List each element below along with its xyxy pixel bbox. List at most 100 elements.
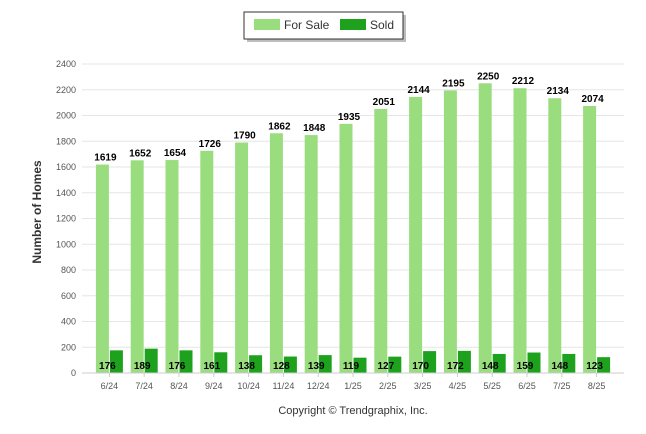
bar-for-sale bbox=[95, 164, 109, 373]
bar-sold bbox=[318, 355, 332, 373]
gridlines bbox=[82, 63, 624, 348]
y-tick-label: 0 bbox=[71, 368, 76, 378]
data-label-sold: 159 bbox=[517, 361, 534, 372]
x-tick-label: 4/25 bbox=[449, 381, 467, 391]
data-label-sold: 176 bbox=[99, 361, 116, 372]
x-tick-label: 7/24 bbox=[135, 381, 153, 391]
bar-for-sale bbox=[235, 142, 249, 373]
data-label-sold: 176 bbox=[169, 361, 186, 372]
y-tick-label: 1600 bbox=[56, 162, 76, 172]
data-label-for-sale: 1862 bbox=[268, 121, 291, 132]
x-axis-ticks: 6/24 7/24 8/24 9/24 10/24 11/24 12/24 1/25 2/25 3… bbox=[101, 373, 606, 391]
data-label-for-sale: 2144 bbox=[407, 85, 430, 96]
x-tick-label: 2/25 bbox=[379, 381, 397, 391]
x-tick-label: 12/24 bbox=[307, 381, 330, 391]
y-tick-label: 1200 bbox=[56, 214, 76, 224]
bars bbox=[95, 83, 611, 374]
bar-sold bbox=[492, 353, 506, 373]
x-tick-label: 3/25 bbox=[414, 381, 432, 391]
bar-sold bbox=[388, 356, 402, 373]
bar-sold bbox=[353, 357, 367, 373]
bar-sold bbox=[423, 351, 437, 373]
y-tick-label: 2400 bbox=[56, 59, 76, 69]
x-tick-label: 11/24 bbox=[272, 381, 294, 391]
y-tick-label: 1000 bbox=[56, 239, 76, 249]
bar-sold bbox=[109, 350, 123, 373]
bar-for-sale bbox=[374, 108, 388, 373]
x-tick-label: 6/25 bbox=[518, 381, 536, 391]
bar-for-sale bbox=[165, 160, 179, 373]
data-label-for-sale: 2074 bbox=[581, 94, 604, 105]
bar-for-sale bbox=[409, 96, 423, 374]
x-tick-label: 10/24 bbox=[237, 381, 260, 391]
x-tick-label: 6/24 bbox=[101, 381, 119, 391]
y-tick-label: 1800 bbox=[56, 136, 76, 146]
data-label-for-sale: 1654 bbox=[164, 148, 187, 159]
bar-sold bbox=[457, 350, 471, 373]
x-tick-label: 7/25 bbox=[553, 381, 571, 391]
data-label-sold: 161 bbox=[203, 361, 220, 372]
data-label-sold: 128 bbox=[273, 361, 290, 372]
data-label-sold: 119 bbox=[343, 361, 360, 372]
bar-for-sale bbox=[583, 105, 597, 373]
bar-sold bbox=[144, 348, 158, 373]
y-tick-label: 400 bbox=[61, 317, 76, 327]
y-tick-label: 2200 bbox=[56, 85, 76, 95]
data-label-for-sale: 2195 bbox=[442, 78, 465, 89]
data-label-for-sale: 2250 bbox=[477, 71, 500, 82]
data-label-for-sale: 2212 bbox=[512, 76, 535, 87]
bar-sold bbox=[527, 352, 541, 373]
bar-for-sale bbox=[478, 83, 492, 373]
data-label-sold: 127 bbox=[377, 361, 394, 372]
data-label-for-sale: 1619 bbox=[94, 153, 117, 164]
data-label-for-sale: 2134 bbox=[547, 86, 570, 97]
bar-for-sale bbox=[443, 90, 457, 374]
data-label-sold: 189 bbox=[134, 361, 151, 372]
y-tick-label: 2000 bbox=[56, 111, 76, 121]
legend: For Sale Sold bbox=[243, 11, 406, 42]
legend-label-sold: Sold bbox=[370, 18, 394, 32]
legend-swatch-for-sale bbox=[254, 19, 280, 30]
y-tick-label: 1400 bbox=[56, 188, 76, 198]
data-label-for-sale: 1790 bbox=[233, 131, 256, 142]
x-tick-label: 1/25 bbox=[344, 381, 362, 391]
bar-sold bbox=[562, 353, 576, 373]
y-tick-label: 600 bbox=[61, 291, 76, 301]
legend-label-for-sale: For Sale bbox=[284, 18, 330, 32]
data-label-for-sale: 2051 bbox=[373, 97, 396, 108]
bar-for-sale bbox=[130, 160, 144, 373]
bar-for-sale bbox=[304, 135, 318, 373]
data-label-sold: 148 bbox=[551, 361, 568, 372]
bar-for-sale bbox=[269, 133, 283, 373]
data-label-sold: 138 bbox=[238, 361, 255, 372]
bar-for-sale bbox=[339, 123, 353, 374]
copyright-footer: Copyright © Trendgraphix, Inc. bbox=[278, 405, 427, 417]
data-label-sold: 170 bbox=[412, 361, 429, 372]
x-tick-label: 5/25 bbox=[483, 381, 501, 391]
x-tick-label: 8/25 bbox=[588, 381, 606, 391]
data-label-sold: 123 bbox=[586, 361, 603, 372]
bar-sold bbox=[283, 356, 297, 373]
bar-sold bbox=[179, 350, 193, 373]
x-tick-label: 9/24 bbox=[205, 381, 223, 391]
bar-sold bbox=[214, 352, 228, 373]
y-axis-label: Number of Homes bbox=[30, 160, 44, 264]
data-label-for-sale: 1726 bbox=[199, 139, 222, 150]
data-label-for-sale: 1935 bbox=[338, 112, 361, 123]
x-tick-label: 8/24 bbox=[170, 381, 188, 391]
y-tick-label: 800 bbox=[61, 265, 76, 275]
bar-sold bbox=[597, 357, 611, 373]
data-label-for-sale: 1652 bbox=[129, 148, 152, 159]
data-label-sold: 172 bbox=[447, 361, 464, 372]
y-axis-ticks: 0 200 400 600 800 1000 1200 1400 1600 1800 2000 220… bbox=[56, 59, 76, 378]
data-label-for-sale: 1848 bbox=[303, 123, 326, 134]
data-label-sold: 139 bbox=[308, 361, 325, 372]
y-tick-label: 200 bbox=[61, 342, 76, 352]
bar-for-sale bbox=[513, 88, 527, 373]
data-label-sold: 148 bbox=[482, 361, 499, 372]
bar-sold bbox=[249, 355, 263, 373]
legend-swatch-sold bbox=[340, 19, 366, 30]
data-labels: 1619 176 1652 189 1654 176 1726 161 1790 138 1862 1… bbox=[94, 71, 604, 372]
